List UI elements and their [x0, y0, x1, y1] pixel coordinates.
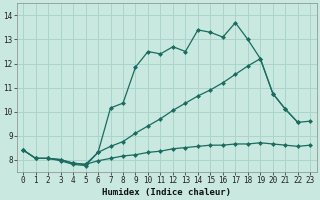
X-axis label: Humidex (Indice chaleur): Humidex (Indice chaleur) — [102, 188, 231, 197]
